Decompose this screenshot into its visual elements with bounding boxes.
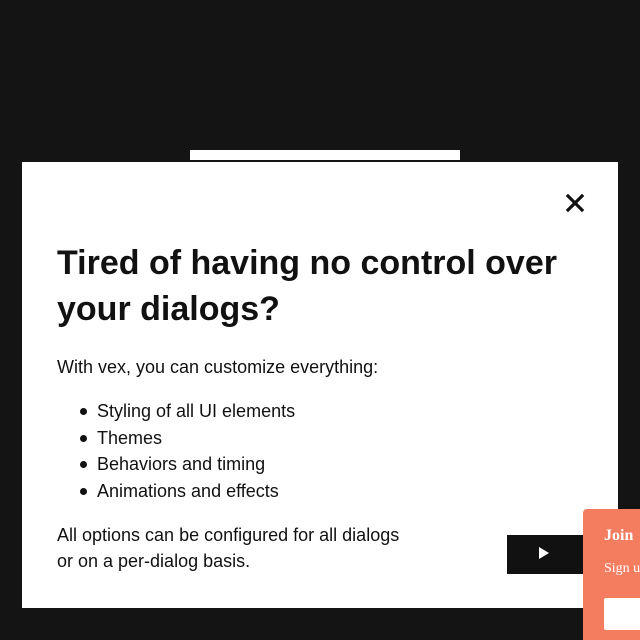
promo-text: Sign u — [604, 561, 640, 576]
feature-item: Styling of all UI elements — [57, 398, 295, 425]
bullet-icon — [80, 408, 87, 415]
feature-item: Animations and effects — [57, 478, 295, 505]
newsletter-promo-panel: Join Sign u — [583, 509, 640, 640]
feature-label: Themes — [97, 427, 163, 448]
promo-email-input[interactable] — [604, 598, 640, 630]
dialog-title: Tired of having no control over your dia… — [57, 244, 557, 328]
bullet-icon — [80, 461, 87, 468]
bullet-icon — [80, 434, 87, 442]
feature-label: Behaviors and timing — [97, 454, 266, 474]
dialog-intro: With vex, you can customize everything: — [57, 357, 379, 377]
feature-item: Behaviors and timing — [57, 451, 295, 478]
outro-line-1: All options can be configured for all di… — [57, 525, 400, 545]
play-icon — [539, 547, 549, 559]
feature-item: Themes — [57, 425, 295, 452]
background-panel-edge — [190, 150, 460, 160]
promo-title: Join — [604, 527, 634, 544]
vex-dialog: Tired of having no control over your dia… — [22, 162, 618, 608]
outro-line-2: or on a per-dialog basis. — [57, 551, 251, 571]
feature-label: Styling of all UI elements — [97, 401, 296, 421]
close-button[interactable] — [562, 190, 588, 216]
close-icon — [565, 193, 585, 213]
feature-list: Styling of all UI elements Themes Behavi… — [57, 398, 295, 504]
dialog-outro: All options can be configured for all di… — [57, 522, 399, 574]
bullet-icon — [80, 487, 87, 495]
feature-label: Animations and effects — [97, 480, 279, 501]
